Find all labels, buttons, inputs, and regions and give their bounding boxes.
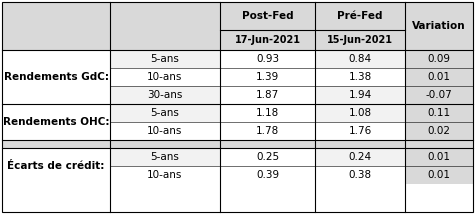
Bar — [315, 2, 405, 30]
Text: 1.78: 1.78 — [256, 126, 279, 136]
Text: 10-ans: 10-ans — [147, 126, 183, 136]
Bar — [2, 2, 220, 30]
Bar — [405, 166, 473, 184]
Bar — [220, 2, 315, 30]
Bar — [110, 166, 220, 184]
Text: 15-Jun-2021: 15-Jun-2021 — [327, 35, 393, 45]
Bar — [315, 86, 405, 104]
Text: Variation: Variation — [412, 21, 466, 31]
Bar — [315, 104, 405, 122]
Bar — [110, 122, 220, 140]
Bar — [405, 148, 473, 166]
Text: Rendements GdC:: Rendements GdC: — [3, 72, 108, 82]
Bar — [405, 2, 473, 50]
Text: Rendements OHC:: Rendements OHC: — [3, 117, 109, 127]
Bar — [220, 166, 315, 184]
Bar — [2, 148, 110, 184]
Bar — [405, 104, 473, 122]
Text: 0.38: 0.38 — [349, 170, 371, 180]
Text: -0.07: -0.07 — [426, 90, 452, 100]
Text: 17-Jun-2021: 17-Jun-2021 — [235, 35, 301, 45]
Bar — [110, 68, 220, 86]
Text: 1.39: 1.39 — [256, 72, 279, 82]
Bar — [220, 50, 315, 68]
Text: 1.87: 1.87 — [256, 90, 279, 100]
Bar — [2, 30, 220, 50]
Text: 5-ans: 5-ans — [151, 108, 180, 118]
Text: 0.93: 0.93 — [256, 54, 279, 64]
Text: Post-Fed: Post-Fed — [242, 11, 293, 21]
Bar — [220, 86, 315, 104]
Text: 0.01: 0.01 — [428, 72, 450, 82]
Bar — [110, 86, 220, 104]
Bar — [220, 68, 315, 86]
Bar — [405, 86, 473, 104]
Bar — [2, 140, 473, 148]
Text: 0.01: 0.01 — [428, 152, 450, 162]
Text: 30-ans: 30-ans — [147, 90, 183, 100]
Text: 1.18: 1.18 — [256, 108, 279, 118]
Bar — [2, 104, 110, 140]
Bar — [405, 50, 473, 68]
Bar — [220, 122, 315, 140]
Bar — [220, 148, 315, 166]
Text: 5-ans: 5-ans — [151, 152, 180, 162]
Bar — [405, 68, 473, 86]
Text: Écarts de crédit:: Écarts de crédit: — [7, 161, 105, 171]
Text: 1.76: 1.76 — [348, 126, 371, 136]
Text: 0.01: 0.01 — [428, 170, 450, 180]
Text: 0.09: 0.09 — [428, 54, 450, 64]
Text: 0.11: 0.11 — [428, 108, 451, 118]
Bar — [110, 50, 220, 68]
Bar — [315, 148, 405, 166]
Bar — [315, 50, 405, 68]
Text: 0.24: 0.24 — [349, 152, 371, 162]
Bar — [220, 30, 315, 50]
Text: 0.25: 0.25 — [256, 152, 279, 162]
Text: 10-ans: 10-ans — [147, 72, 183, 82]
Bar — [220, 104, 315, 122]
Text: 1.38: 1.38 — [348, 72, 371, 82]
Bar — [315, 122, 405, 140]
Text: 1.08: 1.08 — [349, 108, 371, 118]
Bar — [2, 50, 110, 104]
Bar — [110, 104, 220, 122]
Text: 0.02: 0.02 — [428, 126, 450, 136]
Bar — [315, 30, 405, 50]
Text: 1.94: 1.94 — [348, 90, 371, 100]
Text: 5-ans: 5-ans — [151, 54, 180, 64]
Text: 0.84: 0.84 — [349, 54, 371, 64]
Bar — [110, 148, 220, 166]
Text: 0.39: 0.39 — [256, 170, 279, 180]
Bar — [315, 166, 405, 184]
Text: Pré-Fed: Pré-Fed — [337, 11, 383, 21]
Text: 10-ans: 10-ans — [147, 170, 183, 180]
Bar — [405, 122, 473, 140]
Bar — [315, 68, 405, 86]
